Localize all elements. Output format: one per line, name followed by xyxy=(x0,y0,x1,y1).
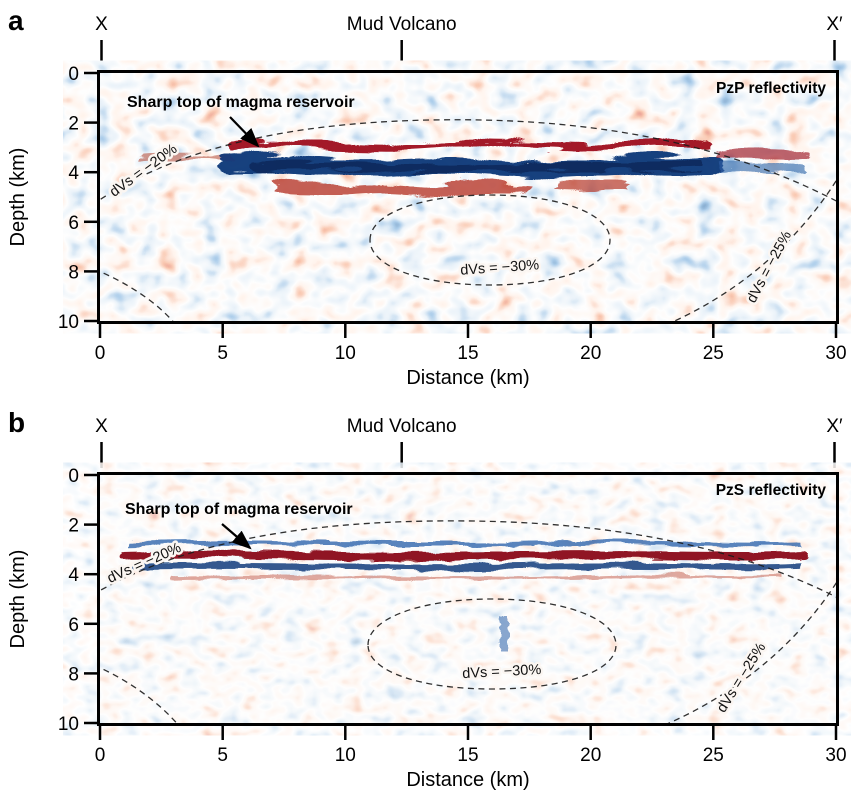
depth-tick-label-4: 4 xyxy=(68,163,79,184)
dist-tick-label-15: 15 xyxy=(457,343,478,364)
depth-tick-label-6: 6 xyxy=(68,213,79,234)
contour-dvs-20 xyxy=(100,119,836,202)
depth-tick-label-10: 10 xyxy=(58,714,79,735)
top-axis-label-x: X xyxy=(95,416,108,437)
depth-tick-label-0: 0 xyxy=(68,466,79,487)
band-red-core xyxy=(118,549,806,559)
band-red-lower-2 xyxy=(554,177,626,186)
plot-frame xyxy=(97,472,839,726)
panel-b: b X Mud Volcano X′ xyxy=(0,402,851,800)
contour-dvs-20 xyxy=(100,520,836,598)
depth-tick-label-4: 4 xyxy=(68,565,79,586)
band-red-faint-lower xyxy=(169,572,781,579)
band-right-red xyxy=(711,146,807,155)
band-red-lower xyxy=(271,179,529,193)
dist-tick-label-15: 15 xyxy=(457,745,478,766)
depth-axis-title: Depth (km) xyxy=(7,550,29,649)
annotation-sharp-top: Sharp top of magma reservoir xyxy=(127,94,355,111)
depth-tick-label-6: 6 xyxy=(68,615,79,636)
top-axis-label-x-prime: X′ xyxy=(826,416,843,437)
band-blue-lower-fringe xyxy=(129,560,799,570)
annotation-arrow xyxy=(229,116,260,148)
depth-axis: 0 2 4 6 8 10 Depth (km) xyxy=(7,466,97,735)
band-red-top xyxy=(224,136,711,148)
depth-tick-label-2: 2 xyxy=(68,114,79,135)
dist-tick-label-0: 0 xyxy=(95,745,106,766)
depth-axis: 0 2 4 6 8 10 Depth (km) xyxy=(7,64,97,333)
distance-axis-title: Distance (km) xyxy=(406,769,529,791)
dist-tick-label-10: 10 xyxy=(335,343,356,364)
band-blue-dark-core xyxy=(249,157,697,169)
depth-tick-label-8: 8 xyxy=(68,262,79,283)
reflectivity-noise-field xyxy=(100,475,836,723)
dist-tick-label-25: 25 xyxy=(703,343,724,364)
depth-tick-label-10: 10 xyxy=(58,312,79,333)
dist-tick-label-10: 10 xyxy=(335,745,356,766)
depth-tick-label-2: 2 xyxy=(68,516,79,537)
depth-tick-label-8: 8 xyxy=(68,664,79,685)
annotation-arrow xyxy=(221,523,252,550)
dist-tick-label-5: 5 xyxy=(217,343,228,364)
contour-dvs-25 xyxy=(672,179,836,321)
panel-a-plot: a X Mud Volcano X′ xyxy=(7,5,847,389)
depth-axis-title: Depth (km) xyxy=(7,148,29,247)
deep-blue-blob xyxy=(498,615,507,649)
top-axis-label-x-prime: X′ xyxy=(826,14,843,35)
dist-tick-label-5: 5 xyxy=(217,745,228,766)
panel-a: a X Mud Volcano X′ xyxy=(0,0,851,398)
contour-corner-arc xyxy=(100,270,174,321)
contour-corner-arc xyxy=(100,667,178,723)
dist-tick-label-30: 30 xyxy=(825,745,846,766)
top-axis-ticks xyxy=(100,40,836,66)
depth-tick-label-0: 0 xyxy=(68,64,79,85)
panel-b-plot: b X Mud Volcano X′ xyxy=(7,407,847,791)
dist-tick-label-30: 30 xyxy=(825,343,846,364)
contour-dvs-30 xyxy=(369,194,611,286)
top-axis-label-x: X xyxy=(95,14,108,35)
distance-axis-title: Distance (km) xyxy=(406,367,529,389)
reflectivity-noise-field xyxy=(100,73,836,321)
distance-axis: 0 5 10 15 20 25 30 Distance (km) xyxy=(95,324,847,389)
dist-tick-label-20: 20 xyxy=(580,343,601,364)
plot-frame xyxy=(97,70,839,324)
corner-label-pzp: PzP reflectivity xyxy=(716,80,826,97)
panel-b-letter: b xyxy=(8,407,25,438)
distance-axis: 0 5 10 15 20 25 30 Distance (km) xyxy=(95,726,847,791)
magma-reservoir-band xyxy=(139,136,807,193)
band-right-blue xyxy=(713,160,801,169)
top-axis-ticks xyxy=(100,442,836,468)
dist-tick-label-25: 25 xyxy=(703,745,724,766)
contour-dvs-25 xyxy=(667,581,836,723)
corner-label-pzs: PzS reflectivity xyxy=(716,482,827,499)
panel-a-letter: a xyxy=(8,5,24,36)
top-axis-label-mud-volcano: Mud Volcano xyxy=(347,416,457,437)
dist-tick-label-20: 20 xyxy=(580,745,601,766)
annotation-sharp-top: Sharp top of magma reservoir xyxy=(125,501,353,518)
dist-tick-label-0: 0 xyxy=(95,343,106,364)
top-axis-label-mud-volcano: Mud Volcano xyxy=(347,14,457,35)
